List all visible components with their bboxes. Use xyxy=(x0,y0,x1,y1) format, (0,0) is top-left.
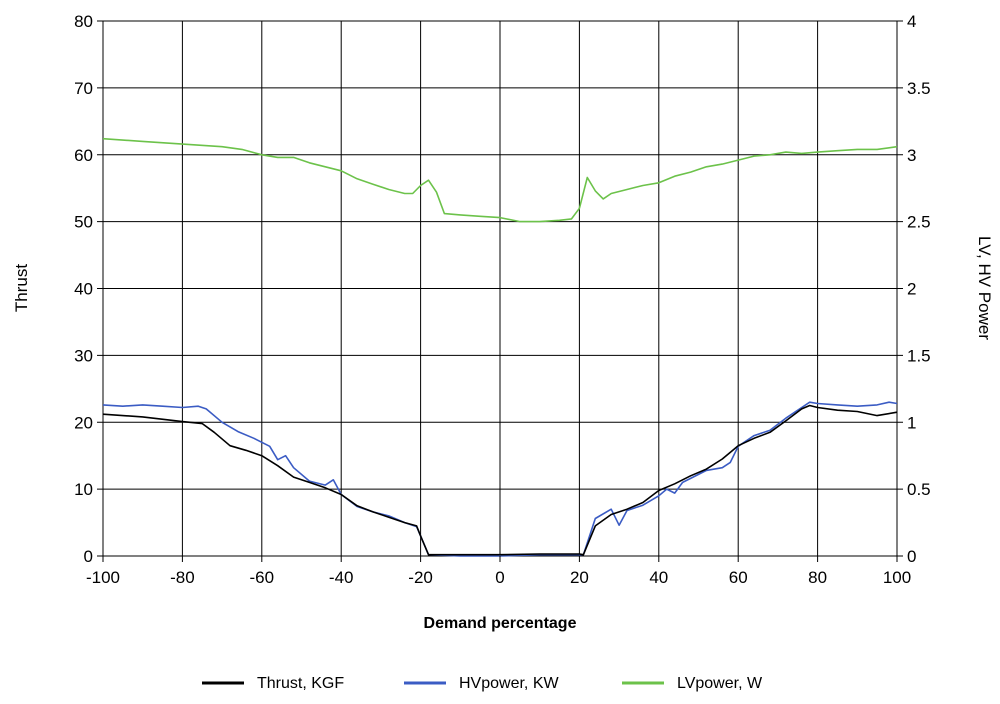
x-tick-label: 0 xyxy=(495,568,504,587)
series-line-thrust-kgf xyxy=(102,404,898,556)
y-left-tick-label: 10 xyxy=(74,480,93,499)
y-left-tick-label: 20 xyxy=(74,413,93,432)
y-left-tick-label: 50 xyxy=(74,213,93,232)
y-right-tick-label: 2 xyxy=(907,280,916,299)
x-tick-label: 40 xyxy=(649,568,668,587)
grid xyxy=(102,20,898,557)
y-left-tick-label: 30 xyxy=(74,346,93,365)
x-tick-label: -100 xyxy=(86,568,120,587)
x-tick-label: 60 xyxy=(729,568,748,587)
y-right-tick-label: 3 xyxy=(907,146,916,165)
y-right-axis-title: LV, HV Power xyxy=(975,236,994,340)
x-tick-label: 100 xyxy=(883,568,911,587)
y-right-axis-ticks: 0 0.5 1 1.5 2 2.5 3 3.5 4 xyxy=(897,12,931,566)
y-right-tick-label: 1 xyxy=(907,413,916,432)
x-tick-label: -80 xyxy=(170,568,195,587)
x-tick-label: -40 xyxy=(329,568,354,587)
y-left-tick-label: 70 xyxy=(74,79,93,98)
legend-label: Thrust, KGF xyxy=(257,675,344,692)
legend-label: HVpower, KW xyxy=(459,675,559,692)
x-axis-ticks: -100 -80 -60 -40 -20 0 20 40 60 80 100 xyxy=(86,556,911,587)
x-axis-title: Demand percentage xyxy=(424,615,577,632)
y-left-axis-ticks: 0 10 20 30 40 50 60 70 80 xyxy=(74,12,103,566)
y-right-tick-label: 0 xyxy=(907,547,916,566)
legend: Thrust, KGF HVpower, KW LVpower, W xyxy=(202,675,763,692)
y-right-tick-label: 3.5 xyxy=(907,79,931,98)
y-right-tick-label: 2.5 xyxy=(907,213,931,232)
x-tick-label: 80 xyxy=(808,568,827,587)
y-right-tick-label: 4 xyxy=(907,12,916,31)
y-left-tick-label: 0 xyxy=(84,547,93,566)
plot-series xyxy=(102,137,898,557)
y-left-axis-title: Thrust xyxy=(12,264,31,312)
x-tick-label: 20 xyxy=(570,568,589,587)
y-left-tick-label: 40 xyxy=(74,280,93,299)
y-left-tick-label: 80 xyxy=(74,12,93,31)
y-left-tick-label: 60 xyxy=(74,146,93,165)
series-line-lvpower-w xyxy=(102,137,898,223)
x-tick-label: -60 xyxy=(250,568,275,587)
y-right-tick-label: 1.5 xyxy=(907,346,931,365)
y-right-tick-label: 0.5 xyxy=(907,480,931,499)
x-tick-label: -20 xyxy=(408,568,433,587)
legend-label: LVpower, W xyxy=(677,675,763,692)
